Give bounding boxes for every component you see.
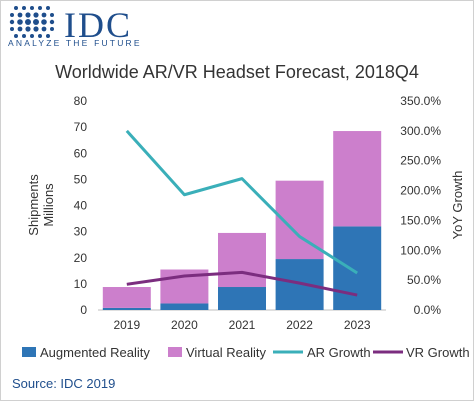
- y2-tick-label: 350.0%: [400, 94, 441, 108]
- y2-tick-label: 200.0%: [400, 184, 441, 198]
- y2-tick-label: 0.0%: [414, 303, 442, 317]
- y-tick-label: 30: [74, 225, 88, 239]
- bar-virtual-reality: [218, 232, 266, 288]
- legend-ar-growth-label: AR Growth: [307, 345, 371, 360]
- idc-logo: IDC ANALYZE THE FUTURE: [8, 4, 178, 48]
- y-tick-label: 70: [74, 120, 88, 134]
- logo-tagline: ANALYZE THE FUTURE: [8, 38, 142, 48]
- line-ar-growth: [125, 129, 359, 275]
- y-tick-label: 80: [74, 94, 88, 108]
- y2-tick-label: 300.0%: [400, 124, 441, 138]
- y-axis-label: ShipmentsMillions: [26, 174, 56, 236]
- x-tick-label: 2020: [171, 318, 198, 332]
- bar-augmented-reality: [218, 287, 266, 310]
- y-tick-label: 40: [74, 199, 88, 213]
- y-tick-label: 10: [74, 277, 88, 291]
- x-tick-label: 2023: [344, 318, 371, 332]
- legend-virtual-reality-swatch: [168, 347, 182, 357]
- legend-augmented-reality-swatch: [22, 347, 36, 357]
- y2-tick-label: 100.0%: [400, 243, 441, 257]
- source-note: Source: IDC 2019: [12, 376, 116, 391]
- y2-tick-label: 50.0%: [407, 273, 441, 287]
- globe-icon: [9, 6, 55, 38]
- y2-tick-label: 250.0%: [400, 154, 441, 168]
- logo-wordmark: IDC: [64, 5, 132, 45]
- chart-title: Worldwide AR/VR Headset Forecast, 2018Q4: [55, 62, 419, 82]
- legend-vr-growth-label: VR Growth: [406, 345, 470, 360]
- x-tick-label: 2022: [286, 318, 313, 332]
- bar-augmented-reality: [102, 307, 151, 310]
- y-tick-label: 0: [80, 303, 87, 317]
- bar-augmented-reality: [333, 226, 382, 310]
- legend-virtual-reality-label: Virtual Reality: [186, 345, 266, 360]
- y-tick-label: 50: [74, 172, 88, 186]
- x-tick-label: 2019: [113, 318, 140, 332]
- bar-augmented-reality: [160, 303, 209, 310]
- bar-virtual-reality: [102, 287, 151, 308]
- y-tick-label: 60: [74, 146, 88, 160]
- y-tick-label: 20: [74, 251, 88, 265]
- bar-virtual-reality: [333, 131, 382, 227]
- x-tick-label: 2021: [229, 318, 256, 332]
- legend-augmented-reality-label: Augmented Reality: [40, 345, 150, 360]
- y2-tick-label: 150.0%: [400, 213, 441, 227]
- y2-axis-label: YoY Growth: [450, 171, 465, 240]
- line-vr-growth: [126, 270, 358, 297]
